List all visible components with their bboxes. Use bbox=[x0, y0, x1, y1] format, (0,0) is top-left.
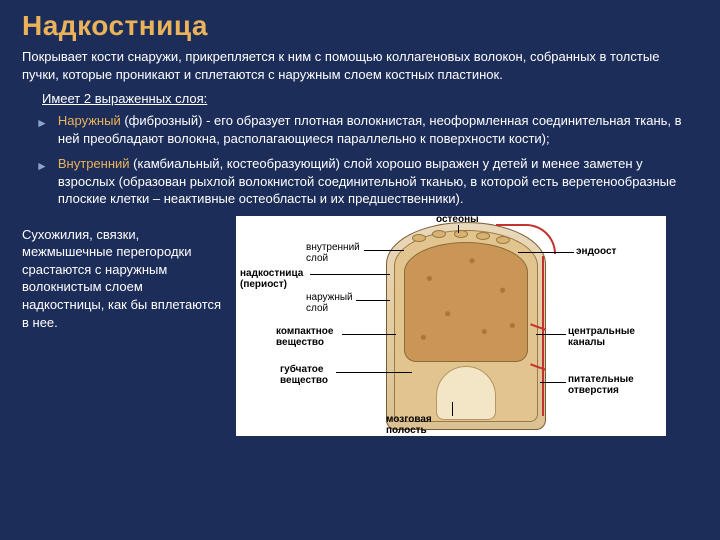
label-nutrient: питательные bbox=[568, 374, 634, 385]
leader-line bbox=[540, 382, 566, 383]
subheading: Имеет 2 выраженных слоя: bbox=[42, 91, 698, 106]
leader-line bbox=[310, 274, 390, 275]
osteon-ring bbox=[454, 230, 468, 238]
label-osteons: остеоны bbox=[436, 216, 479, 225]
marrow-cavity-shape bbox=[436, 366, 496, 420]
leader-line bbox=[452, 402, 453, 416]
layer-item-outer: ► Наружный (фиброзный) - его образует пл… bbox=[36, 112, 698, 147]
layer-inner-desc: (камбиальный, костеобразующий) слой хоро… bbox=[58, 156, 676, 206]
tendons-text: Сухожилия, связки, межмышечные перегород… bbox=[22, 226, 222, 436]
osteon-ring bbox=[476, 232, 490, 240]
label-compact: компактное bbox=[276, 326, 333, 337]
layer-inner-text: Внутренний (камбиальный, костеобразующий… bbox=[58, 155, 698, 208]
label-endost: эндоост bbox=[576, 246, 616, 257]
leader-line bbox=[342, 334, 396, 335]
vessel-icon bbox=[542, 256, 544, 416]
layer-item-inner: ► Внутренний (камбиальный, костеобразующ… bbox=[36, 155, 698, 208]
osteon-ring bbox=[432, 230, 446, 238]
label-spongy-2: вещество bbox=[280, 375, 328, 386]
label-inner-layer: внутренний bbox=[306, 242, 360, 253]
bone-diagram: остеоны надкостница (периост) внутренний… bbox=[236, 216, 666, 436]
leader-line bbox=[536, 334, 566, 335]
label-marrow: мозговая bbox=[386, 414, 432, 425]
intro-text: Покрывает кости снаружи, прикрепляется к… bbox=[22, 48, 698, 83]
leader-line bbox=[364, 250, 404, 251]
bullet-icon: ► bbox=[36, 114, 48, 147]
vessel-icon bbox=[496, 224, 556, 254]
leader-line bbox=[356, 300, 390, 301]
label-outer-layer: наружный bbox=[306, 292, 353, 303]
leader-line bbox=[458, 225, 459, 233]
label-spongy: губчатое bbox=[280, 364, 323, 375]
bullet-icon: ► bbox=[36, 157, 48, 208]
leader-line bbox=[518, 252, 574, 253]
layer-outer-desc: (фиброзный) - его образует плотная волок… bbox=[58, 113, 682, 146]
label-inner-layer-2: слой bbox=[306, 253, 328, 264]
layer-outer-name: Наружный bbox=[58, 113, 121, 128]
label-periost-sub: (периост) bbox=[240, 279, 287, 290]
osteon-ring bbox=[412, 234, 426, 242]
label-compact-2: вещество bbox=[276, 337, 324, 348]
leader-line bbox=[336, 372, 412, 373]
label-outer-layer-2: слой bbox=[306, 303, 328, 314]
layer-outer-text: Наружный (фиброзный) - его образует плот… bbox=[58, 112, 698, 147]
label-marrow-2: полость bbox=[386, 425, 427, 436]
label-nutrient-2: отверстия bbox=[568, 385, 619, 396]
label-central: центральные bbox=[568, 326, 635, 337]
spongy-layer-shape bbox=[404, 242, 528, 362]
label-central-2: каналы bbox=[568, 337, 605, 348]
label-periost: надкостница bbox=[240, 268, 303, 279]
slide-title: Надкостница bbox=[22, 10, 698, 42]
layer-inner-name: Внутренний bbox=[58, 156, 130, 171]
